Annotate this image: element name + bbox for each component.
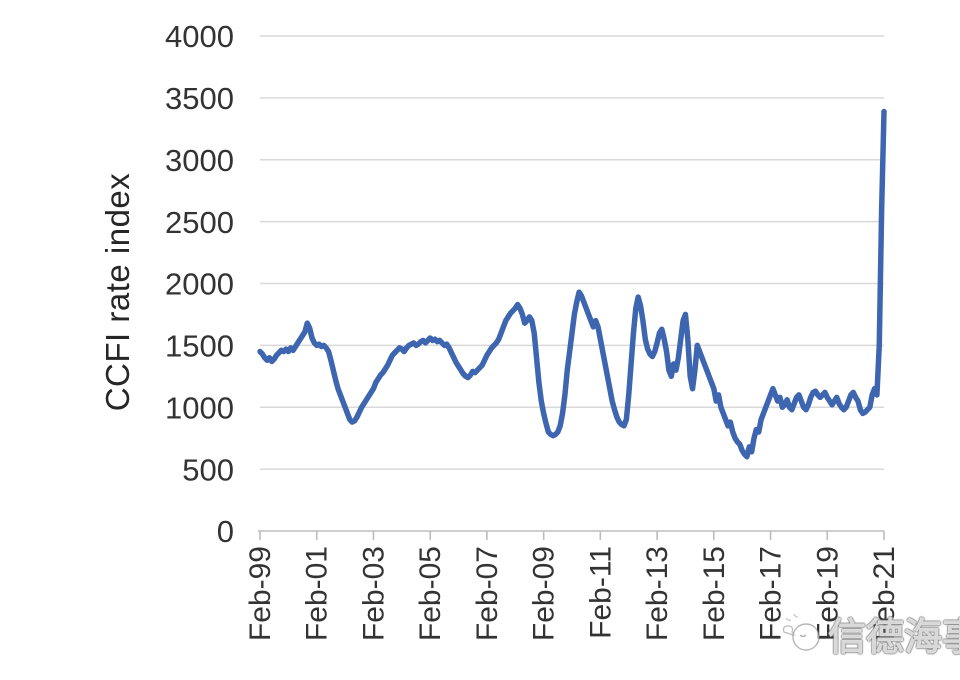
y-tick-label: 4000	[165, 19, 234, 54]
x-tick-label: Feb-05	[414, 546, 447, 641]
y-tick-label: 500	[182, 452, 234, 487]
x-tick-label: Feb-21	[868, 546, 901, 641]
x-tick-label: Feb-11	[584, 546, 617, 639]
x-tick-label: Feb-99	[244, 546, 277, 641]
x-tick-label: Feb-07	[471, 546, 504, 641]
x-tick-label: Feb-09	[528, 546, 561, 641]
y-tick-label: 0	[217, 514, 234, 549]
y-tick-label: 3000	[165, 143, 234, 178]
x-tick-label: Feb-17	[755, 546, 788, 641]
ccfi-series-line	[257, 108, 887, 460]
y-tick-label: 2000	[165, 267, 234, 302]
y-tick-label: 2500	[165, 205, 234, 240]
y-tick-label: 1000	[165, 390, 234, 425]
y-tick-label: 1500	[165, 329, 234, 364]
x-tick-label: Feb-19	[811, 546, 844, 641]
x-tick-label: Feb-15	[698, 546, 731, 641]
x-tick-label: Feb-03	[357, 546, 390, 641]
x-tick-label: Feb-13	[641, 546, 674, 641]
x-tick-label: Feb-01	[301, 546, 334, 641]
y-tick-label: 3500	[165, 81, 234, 116]
